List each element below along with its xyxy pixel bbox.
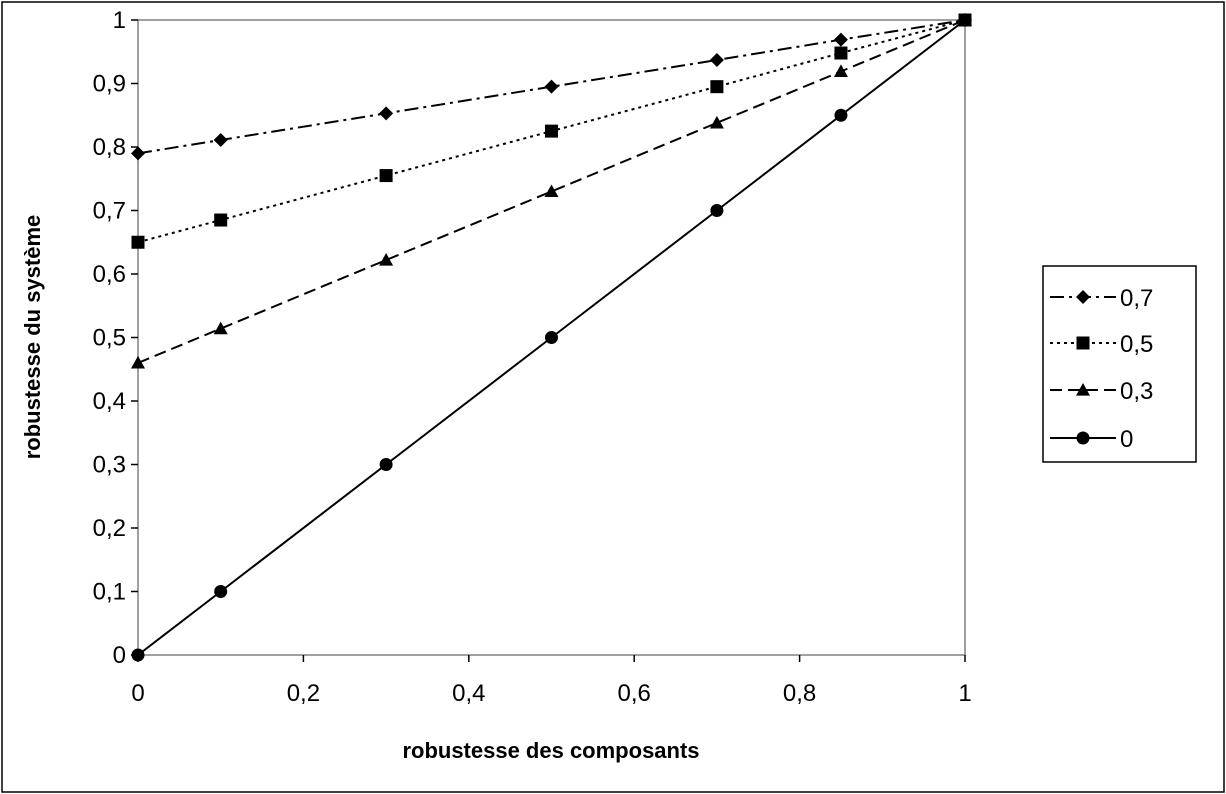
y-tick-label: 0,2 [93, 515, 126, 542]
data-point [834, 46, 848, 60]
y-tick-label: 0,6 [93, 261, 126, 288]
y-tick-label: 0,7 [93, 198, 126, 225]
legend-marker [1076, 383, 1090, 396]
y-axis-title: robustesse du système [20, 215, 45, 460]
x-tick-label: 0,2 [287, 680, 320, 707]
data-point [709, 53, 724, 68]
data-point [379, 253, 394, 266]
data-point [545, 124, 558, 138]
data-point [379, 169, 393, 183]
x-tick-label: 0,8 [783, 680, 816, 707]
legend-label: 0,7 [1120, 285, 1153, 312]
series-3 [131, 13, 972, 662]
y-tick-label: 0,9 [93, 71, 126, 98]
data-point [131, 146, 145, 161]
x-axis-title: robustesse des composants [402, 738, 699, 763]
y-tick-label: 1 [113, 7, 126, 34]
legend-marker [1076, 431, 1090, 445]
data-point [545, 331, 558, 344]
y-tick-label: 0,8 [93, 134, 126, 161]
legend-label: 0 [1120, 426, 1133, 453]
y-tick-label: 0,3 [93, 452, 126, 479]
legend-label: 0,5 [1120, 331, 1153, 358]
data-point [213, 133, 228, 148]
x-axis: 0 0,2 0,4 0,6 0,8 1 [131, 655, 972, 707]
data-point [379, 106, 394, 121]
data-point [833, 64, 848, 78]
data-point [131, 648, 145, 662]
y-tick-label: 0,1 [93, 579, 126, 606]
y-tick-label: 0,4 [93, 388, 126, 415]
data-point [544, 184, 559, 198]
x-tick-label: 0 [131, 680, 144, 707]
data-point [834, 108, 848, 122]
legend-item: 0 [1050, 426, 1133, 453]
data-point [709, 115, 724, 129]
data-point [379, 458, 393, 471]
data-point [833, 32, 848, 47]
legend-marker [1076, 336, 1090, 350]
legend-marker [1076, 290, 1090, 304]
data-point [214, 585, 228, 598]
series-layer [131, 13, 972, 662]
y-axis: 0 0,1 0,2 0,3 0,4 0,5 0,6 0,7 0,8 0,9 1 [93, 7, 138, 669]
legend-item: 0,3 [1050, 378, 1153, 405]
data-point [214, 213, 228, 227]
x-tick-label: 0,4 [452, 680, 485, 707]
legend-label: 0,3 [1120, 378, 1153, 405]
data-point [710, 80, 724, 94]
legend: 0,7 0,5 0,3 0 [1042, 265, 1197, 463]
y-tick-label: 0,5 [93, 325, 126, 352]
data-point [544, 79, 559, 94]
x-tick-label: 0,6 [618, 680, 651, 707]
y-tick-label: 0 [113, 642, 126, 669]
data-point [958, 13, 972, 27]
x-tick-label: 1 [958, 680, 971, 707]
legend-item: 0,5 [1050, 331, 1153, 358]
legend-box [1042, 265, 1197, 463]
legend-item: 0,7 [1050, 285, 1153, 312]
data-point [710, 204, 724, 217]
data-point [213, 321, 228, 335]
data-point [131, 355, 145, 369]
data-point [131, 235, 145, 249]
